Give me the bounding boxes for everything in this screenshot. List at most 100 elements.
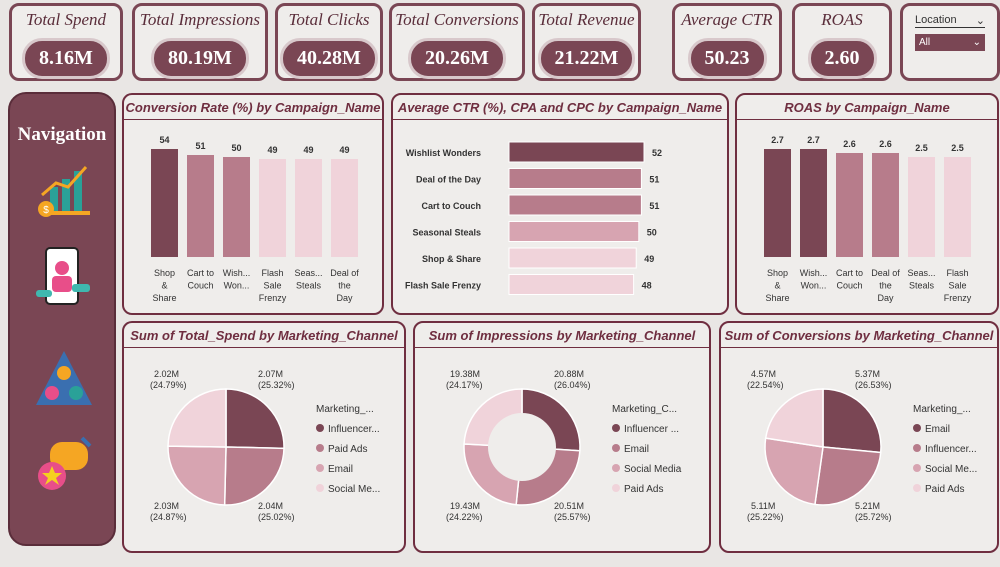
bar[interactable] bbox=[508, 141, 645, 163]
pie-slice[interactable] bbox=[223, 446, 285, 506]
svg-text:$: $ bbox=[43, 205, 49, 216]
chart-panel: Average CTR (%), CPA and CPC by Campaign… bbox=[391, 93, 729, 315]
legend-item: Paid Ads bbox=[328, 444, 367, 455]
bar[interactable] bbox=[508, 168, 642, 189]
slice-value-label[interactable]: 19.38M bbox=[450, 369, 480, 379]
pie-slice[interactable] bbox=[167, 445, 227, 506]
bar[interactable] bbox=[331, 159, 358, 257]
bar[interactable] bbox=[223, 157, 250, 257]
slice-percent-label[interactable]: (25.22%) bbox=[747, 512, 784, 522]
legend-marker bbox=[612, 424, 620, 432]
bar[interactable] bbox=[908, 157, 935, 257]
bar[interactable] bbox=[508, 221, 640, 242]
tick-label: Shop & Share bbox=[422, 254, 481, 264]
data-label: 51 bbox=[195, 141, 205, 151]
social-media-influencer-icon[interactable] bbox=[32, 244, 96, 308]
data-label: 49 bbox=[339, 145, 349, 155]
bar[interactable] bbox=[764, 149, 791, 257]
slice-percent-label[interactable]: (25.32%) bbox=[258, 380, 295, 390]
tick-label: Cart to Couch bbox=[422, 201, 482, 211]
kpi-value: 2.60 bbox=[807, 38, 877, 79]
bar[interactable] bbox=[800, 149, 827, 257]
bar[interactable] bbox=[187, 155, 214, 257]
slice-value-label[interactable]: 20.51M bbox=[554, 501, 584, 511]
tick-label: the bbox=[879, 281, 892, 291]
pie-slice[interactable] bbox=[764, 437, 824, 506]
bar[interactable] bbox=[295, 159, 322, 257]
tick-label: Flash bbox=[261, 268, 283, 278]
location-slicer[interactable]: Location ⌄ All ⌄ bbox=[900, 3, 1000, 81]
slice-percent-label[interactable]: (26.04%) bbox=[554, 380, 591, 390]
bar[interactable] bbox=[259, 159, 286, 257]
slice-value-label[interactable]: 5.11M bbox=[751, 501, 775, 511]
slice-value-label[interactable]: 5.37M bbox=[855, 369, 880, 379]
slice-value-label[interactable]: 5.21M bbox=[855, 501, 880, 511]
legend-item: Email bbox=[624, 444, 649, 455]
team-pyramid-icon[interactable] bbox=[32, 347, 96, 411]
slice-value-label[interactable]: 2.04M bbox=[258, 501, 283, 511]
tick-label: Couch bbox=[187, 281, 213, 291]
slice-value-label[interactable]: 2.02M bbox=[154, 369, 179, 379]
donut-hole bbox=[488, 413, 556, 481]
slicer-label: Location bbox=[915, 14, 957, 26]
data-label: 49 bbox=[267, 145, 277, 155]
kpi-value: 21.22M bbox=[537, 38, 636, 79]
legend-item: Social Me... bbox=[925, 464, 977, 475]
slice-percent-label[interactable]: (24.17%) bbox=[446, 380, 483, 390]
chevron-down-icon: ⌄ bbox=[972, 37, 981, 48]
slice-value-label[interactable]: 2.07M bbox=[258, 369, 283, 379]
chart-panel: Sum of Conversions by Marketing_Channel 5… bbox=[719, 321, 999, 553]
legend-title: Marketing_... bbox=[316, 404, 374, 415]
chart-svg: 2.07M(25.32%) 2.04M(25.02%) 2.03M(24.87%) 2… bbox=[150, 369, 380, 522]
tick-label: Share bbox=[152, 293, 176, 303]
slice-value-label[interactable]: 4.57M bbox=[751, 369, 776, 379]
bar[interactable] bbox=[836, 153, 863, 257]
bar[interactable] bbox=[508, 194, 642, 216]
chart-svg: 2.7 Shop & Share 2.7 Wish... Won... 2.6 Cart to C… bbox=[764, 135, 972, 303]
slice-value-label[interactable]: 2.03M bbox=[154, 501, 179, 511]
kpi-card: Total Impressions 80.19M bbox=[132, 3, 268, 81]
pie-slice[interactable] bbox=[822, 388, 882, 454]
bar[interactable] bbox=[508, 247, 637, 269]
data-label: 2.5 bbox=[951, 143, 964, 153]
bar[interactable] bbox=[151, 149, 178, 257]
chart-title: ROAS by Campaign_Name bbox=[737, 95, 997, 120]
tick-label: Won... bbox=[224, 281, 250, 291]
legend-marker bbox=[316, 484, 324, 492]
slice-percent-label[interactable]: (25.02%) bbox=[258, 512, 295, 522]
chart-title: Sum of Conversions by Marketing_Channel bbox=[721, 323, 997, 348]
slice-value-label[interactable]: 19.43M bbox=[450, 501, 480, 511]
bar[interactable] bbox=[872, 153, 899, 257]
bar[interactable] bbox=[508, 274, 635, 295]
pie-slice[interactable] bbox=[167, 388, 227, 448]
legend-item: Influencer ... bbox=[624, 424, 679, 435]
revenue-growth-icon[interactable]: $ bbox=[32, 159, 96, 223]
legend-marker bbox=[913, 484, 921, 492]
slice-percent-label[interactable]: (22.54%) bbox=[747, 380, 784, 390]
bar[interactable] bbox=[944, 157, 971, 257]
slice-percent-label[interactable]: (25.72%) bbox=[855, 512, 892, 522]
slice-percent-label[interactable]: (24.87%) bbox=[150, 512, 187, 522]
pie-slice[interactable] bbox=[764, 388, 824, 448]
legend-item: Influencer... bbox=[328, 424, 380, 435]
slice-percent-label[interactable]: (26.53%) bbox=[855, 380, 892, 390]
data-label: 2.6 bbox=[879, 139, 892, 149]
data-label: 51 bbox=[649, 175, 659, 185]
chevron-down-icon[interactable]: ⌄ bbox=[975, 15, 985, 27]
chart-title: Sum of Total_Spend by Marketing_Channel bbox=[124, 323, 404, 348]
kpi-card: Average CTR 50.23 bbox=[672, 3, 782, 81]
slice-percent-label[interactable]: (25.57%) bbox=[554, 512, 591, 522]
pie-slice[interactable] bbox=[225, 388, 285, 450]
feedback-star-icon[interactable] bbox=[32, 436, 96, 500]
legend-item: Paid Ads bbox=[925, 484, 964, 495]
chart-panel: Sum of Total_Spend by Marketing_Channel 2… bbox=[122, 321, 406, 553]
data-label: 50 bbox=[647, 228, 657, 238]
pie-slice[interactable] bbox=[814, 446, 882, 506]
tick-label: Sale bbox=[263, 281, 281, 291]
location-dropdown[interactable]: All ⌄ bbox=[915, 34, 985, 51]
slice-percent-label[interactable]: (24.22%) bbox=[446, 512, 483, 522]
data-label: 48 bbox=[642, 281, 652, 291]
slice-value-label[interactable]: 20.88M bbox=[554, 369, 584, 379]
legend-item: Social Me... bbox=[328, 484, 380, 495]
slice-percent-label[interactable]: (24.79%) bbox=[150, 380, 187, 390]
